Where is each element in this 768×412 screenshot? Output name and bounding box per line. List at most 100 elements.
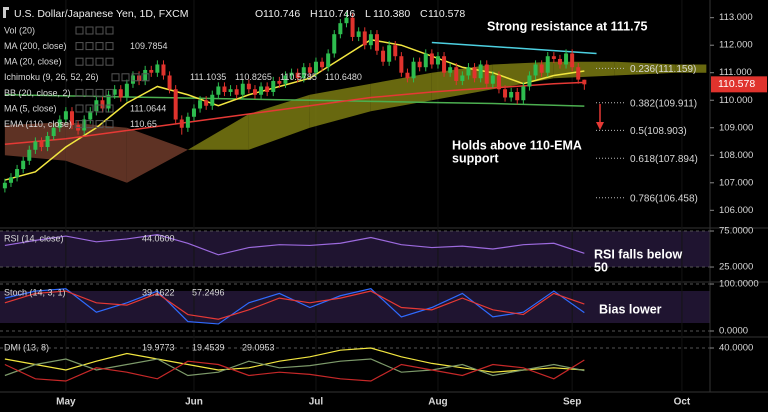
panel-title: RSI (14, close) [4, 233, 64, 243]
candle-body [88, 111, 93, 120]
candle-body [259, 86, 264, 95]
candle-body [332, 34, 337, 54]
candle-body [295, 72, 300, 79]
candle-body [216, 86, 221, 95]
candle-body [210, 94, 215, 106]
candle-body [478, 64, 483, 79]
candle-body [33, 141, 38, 150]
legend-label: MA (5, close) [4, 103, 57, 113]
legend-icon [105, 57, 114, 66]
ichimoku-cloud [126, 127, 188, 183]
candle-body [82, 119, 87, 131]
candle-body [155, 64, 160, 73]
legend-label: MA (20, close) [4, 57, 62, 67]
legend-label: MA (200, close) [4, 41, 67, 51]
candle-body [112, 89, 117, 95]
legend-icon [75, 104, 84, 113]
candle-body [576, 67, 581, 80]
legend-icon [75, 42, 84, 51]
legend-label: Ichimoku (9, 26, 52, 26) [4, 72, 99, 82]
legend-icon [105, 120, 114, 129]
candle-body [21, 160, 26, 170]
candle-body [564, 53, 569, 65]
x-tick-label: Sep [563, 397, 581, 408]
candle-body [326, 53, 331, 68]
candle-body [69, 111, 74, 126]
ohlc-key: H [310, 8, 318, 20]
ichimoku-cloud [187, 114, 249, 150]
candle-body [411, 61, 416, 79]
legend-value: 19.9773 [142, 342, 175, 352]
x-tick-label: Aug [428, 397, 447, 408]
candle-body [344, 17, 349, 24]
candle-body [100, 100, 105, 109]
indicator-line [4, 347, 585, 373]
x-tick-label: Jul [309, 397, 324, 408]
legend-value: 57.2496 [192, 287, 225, 297]
candle-body [362, 31, 367, 46]
legend-icon [95, 42, 104, 51]
candle-body [460, 75, 465, 81]
annotation: Holds above 110-EMA [452, 138, 582, 152]
candle-body [417, 61, 422, 68]
price-tag-label: 110.578 [718, 78, 755, 90]
legend-label: EMA (110, close) [4, 119, 72, 129]
candle-body [368, 34, 373, 46]
candle-body [143, 69, 148, 81]
indicator-line [4, 290, 585, 320]
candle-body [161, 64, 166, 76]
legend-icon [121, 73, 130, 82]
candle-body [484, 64, 489, 84]
fib-label: 0.5(108.903) [630, 126, 687, 137]
ichimoku-cloud [492, 61, 554, 90]
legend-value: 111.0644 [130, 103, 166, 113]
legend-icon [111, 73, 120, 82]
candle-body [570, 53, 575, 68]
legend-value: 110.6480 [325, 72, 362, 82]
candle-body [301, 67, 306, 79]
candle-body [8, 177, 13, 183]
candle-body [490, 75, 495, 84]
candle-body [289, 72, 294, 76]
ohlc-value: 110.746 [318, 8, 355, 20]
legend-label: Vol (20) [4, 25, 35, 35]
candle-body [252, 89, 257, 95]
y-tick-label: 75.0000 [719, 226, 753, 237]
ohlc-value: 110.380 [373, 8, 410, 20]
symbol-icon [3, 7, 9, 18]
legend-value: 39.1622 [142, 287, 175, 297]
legend-icon [95, 26, 104, 35]
legend-icon [85, 42, 94, 51]
legend-value: 111.1035 [190, 72, 226, 82]
candle-body [472, 67, 477, 79]
candle-body [496, 75, 501, 90]
legend-icon [105, 26, 114, 35]
y-tick-label: 113.000 [719, 12, 753, 23]
candle-body [222, 86, 227, 92]
legend-icon [75, 120, 84, 129]
candle-body [320, 61, 325, 68]
candle-body [204, 100, 209, 106]
candle-body [191, 108, 196, 117]
candle-body [551, 56, 556, 59]
legend-icon [95, 120, 104, 129]
panel-title: DMI (13, 8) [4, 342, 49, 352]
candle-body [429, 53, 434, 65]
chart-title: U.S. Dollar/Japanese Yen, 1D, FXCM [14, 8, 189, 20]
candle-body [124, 83, 129, 98]
ichimoku-cloud [553, 61, 615, 79]
candle-body [387, 45, 392, 62]
trend-line [431, 41, 597, 55]
indicator-line [4, 81, 585, 146]
candle-body [271, 80, 276, 92]
legend-value: 109.7854 [130, 41, 168, 51]
candle-body [185, 116, 190, 128]
ohlc-key: O [255, 8, 263, 20]
legend-icon [85, 120, 94, 129]
legend-icon [85, 88, 94, 97]
candle-body [283, 75, 288, 84]
annotation: RSI falls below [594, 247, 682, 261]
